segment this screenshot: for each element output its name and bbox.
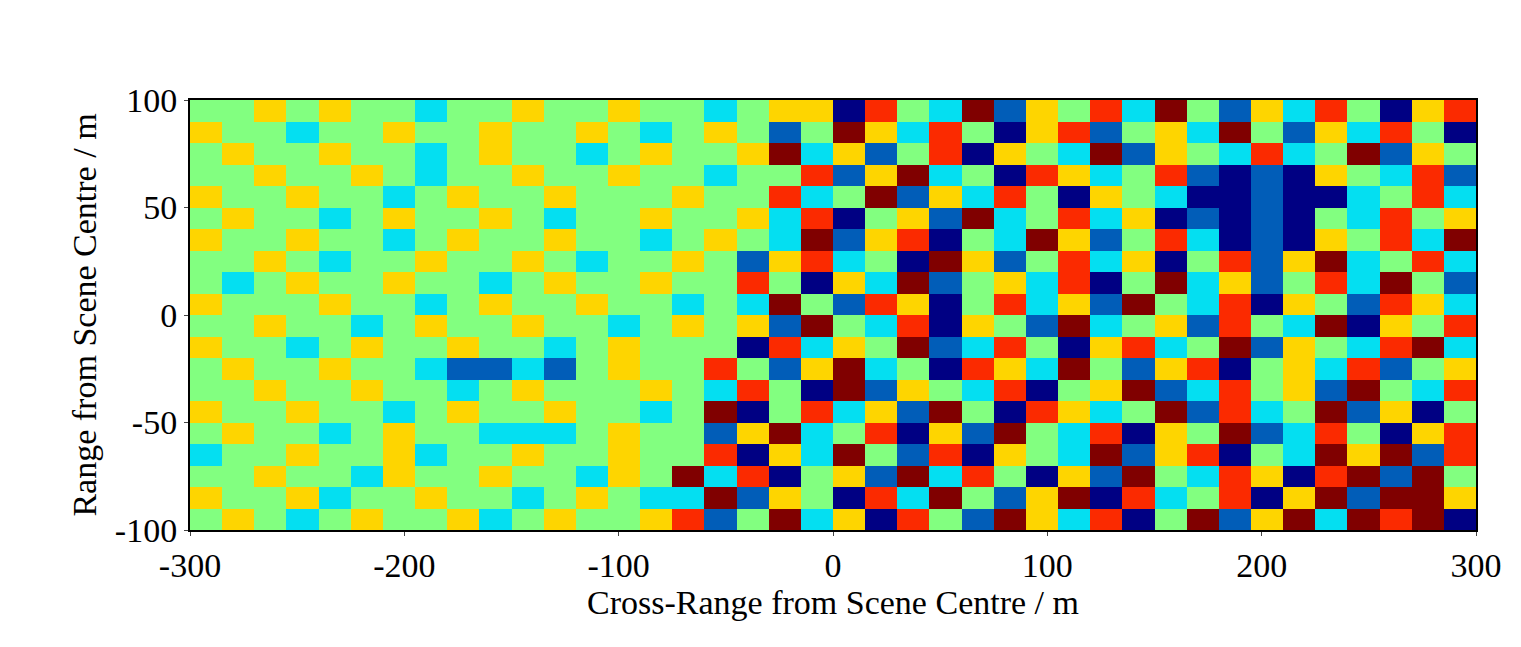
svg-text:300: 300 bbox=[1451, 547, 1502, 584]
svg-text:50: 50 bbox=[143, 189, 177, 226]
svg-text:-100: -100 bbox=[115, 512, 177, 549]
svg-text:Cross-Range from Scene Centre: Cross-Range from Scene Centre / m bbox=[587, 584, 1079, 621]
svg-text:-50: -50 bbox=[132, 404, 177, 441]
svg-text:100: 100 bbox=[1022, 547, 1073, 584]
svg-text:Range from Scene Centre / m: Range from Scene Centre / m bbox=[66, 113, 103, 516]
svg-text:200: 200 bbox=[1236, 547, 1287, 584]
svg-text:0: 0 bbox=[160, 297, 177, 334]
svg-text:100: 100 bbox=[126, 82, 177, 119]
svg-text:-300: -300 bbox=[159, 547, 221, 584]
svg-text:-100: -100 bbox=[588, 547, 650, 584]
svg-text:-200: -200 bbox=[373, 547, 435, 584]
svg-text:0: 0 bbox=[825, 547, 842, 584]
